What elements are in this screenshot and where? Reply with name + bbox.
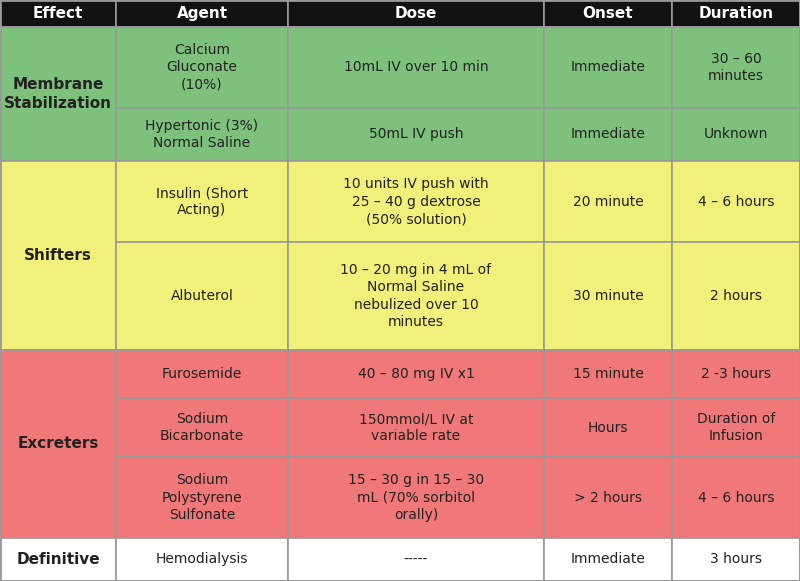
Text: Duration: Duration	[698, 6, 774, 21]
Bar	[288, 27, 544, 107]
Text: Agent: Agent	[177, 6, 227, 21]
Text: 15 – 30 g in 15 – 30
mL (70% sorbitol
orally): 15 – 30 g in 15 – 30 mL (70% sorbitol or…	[348, 474, 484, 522]
Bar	[672, 27, 800, 107]
Bar	[0, 27, 116, 162]
Bar	[0, 0, 116, 27]
Text: Sodium
Bicarbonate: Sodium Bicarbonate	[160, 412, 244, 443]
Bar	[288, 538, 544, 581]
Bar	[672, 398, 800, 457]
Text: 10mL IV over 10 min: 10mL IV over 10 min	[344, 60, 488, 74]
Bar	[672, 107, 800, 162]
Bar	[288, 242, 544, 350]
Bar	[0, 350, 116, 538]
Bar	[288, 457, 544, 538]
Text: 30 – 60
minutes: 30 – 60 minutes	[708, 52, 764, 83]
Text: Insulin (Short
Acting): Insulin (Short Acting)	[156, 186, 248, 217]
Bar	[672, 242, 800, 350]
Bar	[672, 538, 800, 581]
Bar	[288, 398, 544, 457]
Text: Hemodialysis: Hemodialysis	[156, 553, 248, 566]
Text: 15 minute: 15 minute	[573, 367, 643, 381]
Text: Immediate: Immediate	[570, 553, 646, 566]
Text: 150mmol/L IV at
variable rate: 150mmol/L IV at variable rate	[358, 412, 474, 443]
Text: Membrane
Stabilization: Membrane Stabilization	[4, 77, 112, 111]
Text: -----: -----	[404, 553, 428, 566]
Bar	[116, 162, 288, 242]
Bar	[116, 457, 288, 538]
Bar	[0, 162, 116, 350]
Bar	[544, 457, 672, 538]
Bar	[544, 0, 672, 27]
Text: 40 – 80 mg IV x1: 40 – 80 mg IV x1	[358, 367, 474, 381]
Text: Unknown: Unknown	[704, 127, 768, 142]
Text: 3 hours: 3 hours	[710, 553, 762, 566]
Bar	[672, 457, 800, 538]
Text: > 2 hours: > 2 hours	[574, 490, 642, 505]
Bar	[672, 0, 800, 27]
Text: Excreters: Excreters	[18, 436, 98, 451]
Bar	[116, 242, 288, 350]
Text: 4 – 6 hours: 4 – 6 hours	[698, 490, 774, 505]
Bar	[116, 107, 288, 162]
Bar	[544, 350, 672, 398]
Bar	[544, 27, 672, 107]
Text: Furosemide: Furosemide	[162, 367, 242, 381]
Bar	[116, 398, 288, 457]
Text: 10 units IV push with
25 – 40 g dextrose
(50% solution): 10 units IV push with 25 – 40 g dextrose…	[343, 177, 489, 226]
Bar	[672, 162, 800, 242]
Text: Effect: Effect	[33, 6, 83, 21]
Text: Calcium
Gluconate
(10%): Calcium Gluconate (10%)	[166, 43, 238, 92]
Text: Shifters: Shifters	[24, 248, 92, 263]
Bar	[288, 162, 544, 242]
Text: 4 – 6 hours: 4 – 6 hours	[698, 195, 774, 209]
Text: Duration of
Infusion: Duration of Infusion	[697, 412, 775, 443]
Bar	[116, 27, 288, 107]
Bar	[116, 0, 288, 27]
Text: 30 minute: 30 minute	[573, 289, 643, 303]
Bar	[544, 107, 672, 162]
Text: Dose: Dose	[395, 6, 437, 21]
Text: 20 minute: 20 minute	[573, 195, 643, 209]
Text: Albuterol: Albuterol	[170, 289, 234, 303]
Text: Hours: Hours	[588, 421, 628, 435]
Bar	[544, 538, 672, 581]
Bar	[288, 107, 544, 162]
Bar	[544, 398, 672, 457]
Text: Onset: Onset	[582, 6, 634, 21]
Bar	[672, 350, 800, 398]
Bar	[116, 538, 288, 581]
Text: Hypertonic (3%)
Normal Saline: Hypertonic (3%) Normal Saline	[146, 119, 258, 150]
Bar	[544, 162, 672, 242]
Text: Immediate: Immediate	[570, 127, 646, 142]
Bar	[544, 242, 672, 350]
Text: 2 hours: 2 hours	[710, 289, 762, 303]
Bar	[0, 538, 116, 581]
Text: Immediate: Immediate	[570, 60, 646, 74]
Text: 2 -3 hours: 2 -3 hours	[701, 367, 771, 381]
Text: Definitive: Definitive	[16, 552, 100, 567]
Text: 10 – 20 mg in 4 mL of
Normal Saline
nebulized over 10
minutes: 10 – 20 mg in 4 mL of Normal Saline nebu…	[341, 263, 491, 329]
Bar	[116, 350, 288, 398]
Bar	[288, 0, 544, 27]
Bar	[288, 350, 544, 398]
Text: 50mL IV push: 50mL IV push	[369, 127, 463, 142]
Text: Sodium
Polystyrene
Sulfonate: Sodium Polystyrene Sulfonate	[162, 474, 242, 522]
